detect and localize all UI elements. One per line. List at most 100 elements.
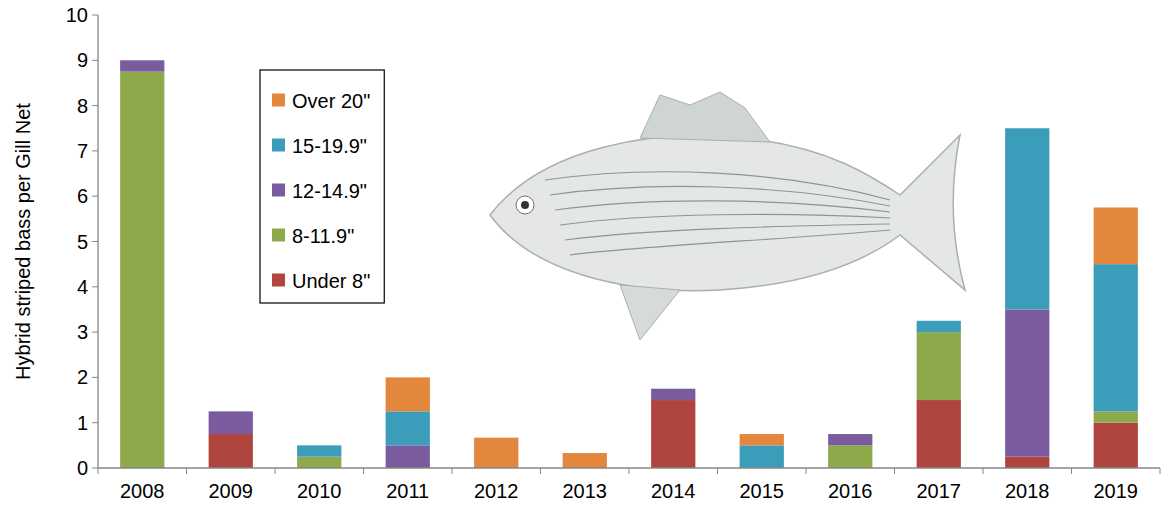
x-tick-label: 2016	[828, 480, 873, 502]
x-tick-label: 2014	[651, 480, 696, 502]
fish-fin	[620, 285, 680, 340]
bar-segment	[386, 411, 430, 445]
x-tick	[717, 468, 718, 474]
y-tick-label: 2	[77, 366, 88, 388]
bar-segment	[209, 411, 253, 412]
bar-segment	[828, 434, 872, 435]
legend-swatch	[272, 274, 285, 287]
fish-stripe	[555, 201, 890, 212]
bar-segment	[828, 434, 872, 445]
x-tick-label: 2019	[1094, 480, 1139, 502]
fish-illustration	[490, 92, 965, 340]
y-tick	[92, 332, 98, 333]
bar-segment	[1005, 457, 1049, 468]
bar-segment	[563, 453, 607, 468]
fish-pupil	[521, 201, 529, 209]
legend-label: 15-19.9"	[292, 135, 367, 157]
legend-label: 12-14.9"	[292, 180, 367, 202]
y-tick	[92, 241, 98, 242]
bar-segment	[297, 457, 341, 468]
y-tick	[92, 422, 98, 423]
legend-box	[260, 70, 384, 303]
legend-label: Under 8"	[292, 270, 370, 292]
fish-stripe	[570, 230, 890, 255]
legend-label: 8-11.9"	[292, 225, 354, 247]
bar-segment	[917, 321, 961, 332]
bar-segment	[740, 434, 784, 445]
bar-segment	[1005, 309, 1049, 456]
bar-segment	[297, 445, 341, 446]
x-tick-label: 2018	[1005, 480, 1050, 502]
bar-segment	[209, 411, 253, 412]
bar-segment	[120, 72, 164, 468]
fish-body	[490, 135, 965, 291]
x-tick	[1160, 468, 1161, 474]
legend-swatch	[272, 94, 285, 107]
bar-segment	[386, 445, 430, 468]
bar-segment	[740, 445, 784, 468]
y-tick	[92, 196, 98, 197]
bar-segment	[651, 388, 695, 389]
x-tick	[363, 468, 364, 474]
bar-segment	[917, 332, 961, 400]
y-tick-label: 1	[77, 412, 88, 434]
x-tick	[983, 468, 984, 474]
fish-stripe	[560, 214, 890, 225]
y-tick-label: 10	[66, 4, 88, 26]
bar-segment	[917, 320, 961, 321]
legend-label: Over 20"	[292, 90, 370, 112]
x-tick	[540, 468, 541, 474]
legend-swatch	[272, 184, 285, 197]
legend: Over 20" 15-19.9" 12-14.9" 8-11.9" Under 8"	[260, 70, 384, 303]
bar-segment	[209, 411, 253, 434]
y-tick-label: 3	[77, 321, 88, 343]
y-axis-title: Hybrid striped bass per Gill Net	[12, 103, 34, 380]
y-tick-label: 0	[77, 457, 88, 479]
y-tick	[92, 105, 98, 106]
bar-segment	[1094, 208, 1138, 265]
bar-segment	[1094, 411, 1138, 422]
bar-segment	[1005, 128, 1049, 129]
bars	[120, 60, 1138, 468]
fish-stripe	[550, 186, 890, 206]
x-tick-label: 2017	[917, 480, 962, 502]
x-tick	[629, 468, 630, 474]
fish-stripe	[565, 224, 890, 240]
x-tick	[186, 468, 187, 474]
x-tick	[806, 468, 807, 474]
x-tick	[452, 468, 453, 474]
x-tick	[1071, 468, 1072, 474]
y-tick	[92, 15, 98, 16]
x-tick-label: 2012	[474, 480, 519, 502]
bar-segment	[1094, 423, 1138, 468]
y-tick	[92, 377, 98, 378]
bar-segment	[828, 445, 872, 468]
bar-segment	[651, 389, 695, 400]
x-tick-label: 2013	[563, 480, 608, 502]
y-tick-label: 9	[77, 49, 88, 71]
x-tick-label: 2009	[209, 480, 254, 502]
bar-segment	[386, 377, 430, 411]
y-tick-label: 4	[77, 276, 88, 298]
bar-segment	[651, 388, 695, 389]
bar-segment	[651, 400, 695, 468]
bar-segment	[120, 60, 164, 71]
y-tick-label: 7	[77, 140, 88, 162]
x-tick-label: 2008	[120, 480, 165, 502]
bar-segment	[1094, 264, 1138, 411]
y-tick	[92, 286, 98, 287]
y-tick	[92, 150, 98, 151]
y-tick	[92, 468, 98, 469]
x-tick-label: 2011	[386, 480, 429, 502]
x-tick-label: 2010	[297, 480, 342, 502]
bar-segment	[297, 445, 341, 456]
bar-segment	[917, 400, 961, 468]
bar-segment	[828, 434, 872, 435]
legend-swatch	[272, 139, 285, 152]
fish-eye	[516, 196, 534, 214]
x-tick	[275, 468, 276, 474]
bar-segment	[120, 60, 164, 61]
bar-segment	[209, 434, 253, 468]
legend-swatch	[272, 229, 285, 242]
bar-segment	[1005, 128, 1049, 309]
